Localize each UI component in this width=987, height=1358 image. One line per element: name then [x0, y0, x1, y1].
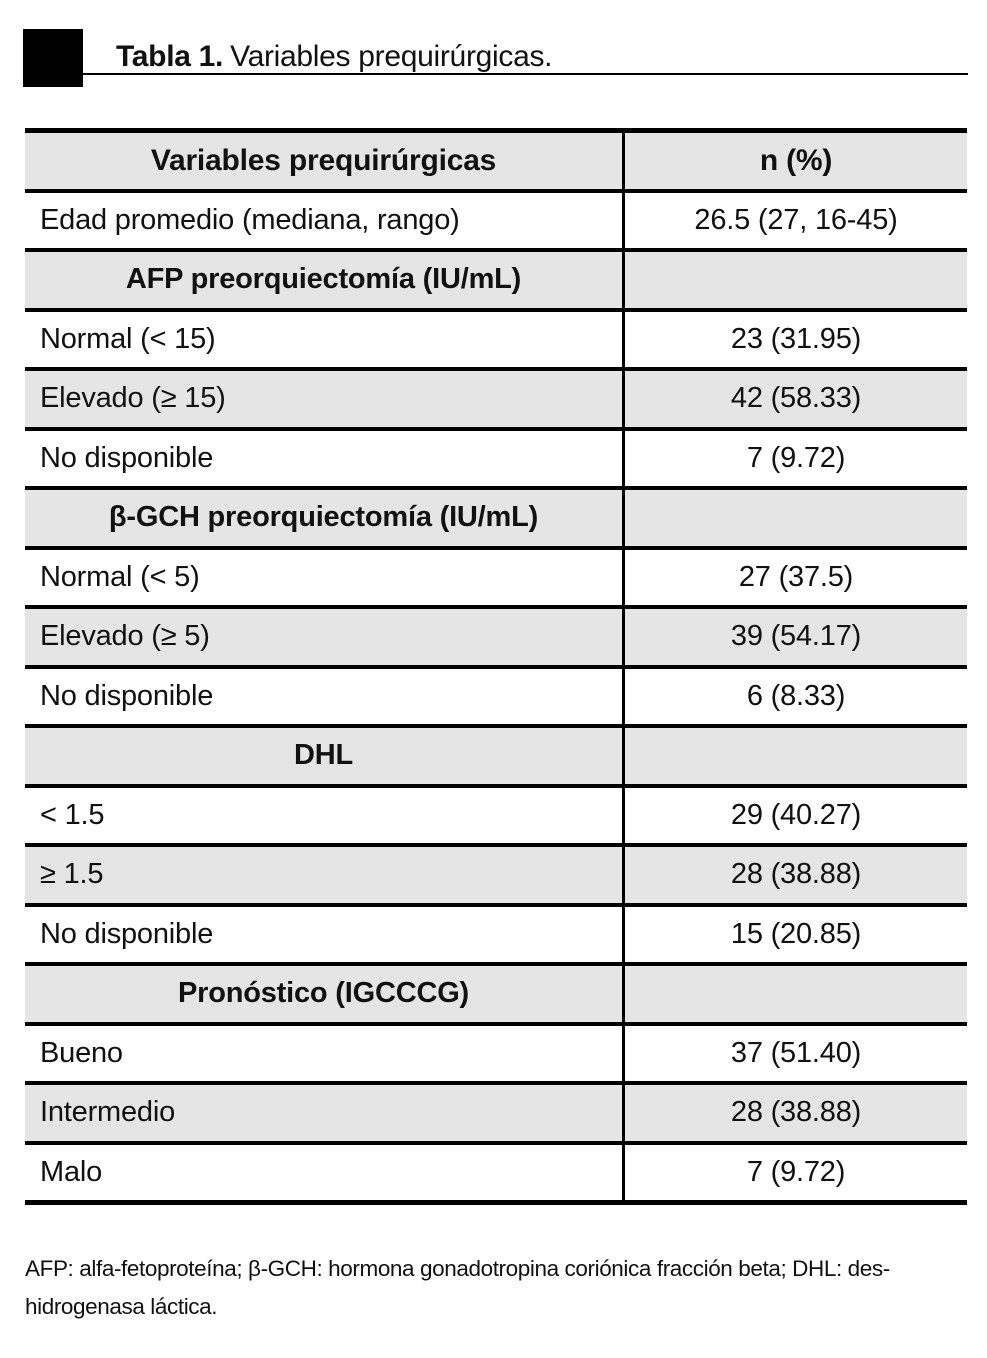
table-row: ≥ 1.5 28 (38.88) [25, 847, 967, 907]
row-label: Elevado (≥ 15) [25, 371, 625, 427]
table-row: Normal (< 5) 27 (37.5) [25, 549, 967, 609]
row-value: 7 (9.72) [746, 1155, 846, 1188]
row-value: 39 (54.17) [730, 620, 862, 653]
table-row: Malo 7 (9.72) [25, 1144, 967, 1200]
row-value: 15 (20.85) [730, 917, 862, 950]
section-label: AFP preorquiectomía (IU/mL) [25, 252, 625, 308]
section-label: β-GCH preorquiectomía (IU/mL) [25, 490, 625, 546]
title-rule [83, 73, 968, 75]
row-value [625, 966, 967, 1022]
row-value: 28 (38.88) [730, 1096, 862, 1129]
row-value: 27 (37.5) [738, 560, 854, 593]
row-value [625, 728, 967, 784]
row-value [625, 252, 967, 308]
row-value [625, 490, 967, 546]
prequirurgical-variables-table: Variables prequirúrgicas n (%) Edad prom… [25, 128, 967, 1205]
section-label: DHL [25, 728, 625, 784]
table-row: No disponible 7 (9.72) [25, 430, 967, 490]
table-title: Tabla 1. Variables prequirúrgicas. [116, 40, 553, 74]
section-label: Pronóstico (IGCCCG) [25, 966, 625, 1022]
row-value: 7 (9.72) [746, 441, 846, 474]
table-header-row: Variables prequirúrgicas n (%) [25, 133, 967, 193]
table-title-label: Tabla 1. [116, 40, 224, 73]
row-label: No disponible [25, 906, 625, 962]
table-row: Elevado (≥ 15) 42 (58.33) [25, 371, 967, 431]
row-value: 29 (40.27) [730, 798, 862, 831]
row-label: ≥ 1.5 [25, 847, 625, 903]
table-row: Normal (< 15) 23 (31.95) [25, 311, 967, 371]
section-row: AFP preorquiectomía (IU/mL) [25, 252, 967, 312]
footnote: AFP: alfa-fetoproteína; β-GCH: hormona g… [25, 1250, 890, 1326]
table-marker-square [23, 29, 83, 87]
row-value: 37 (51.40) [730, 1036, 862, 1069]
row-label: No disponible [25, 668, 625, 724]
row-label: No disponible [25, 430, 625, 486]
row-value: 26.5 (27, 16-45) [694, 203, 898, 236]
row-label: Normal (< 5) [25, 549, 625, 605]
row-label: Normal (< 15) [25, 311, 625, 367]
row-value: 23 (31.95) [730, 322, 862, 355]
table-row: No disponible 6 (8.33) [25, 668, 967, 728]
row-label: Intermedio [25, 1085, 625, 1141]
table-row: < 1.5 29 (40.27) [25, 787, 967, 847]
row-value: 28 (38.88) [730, 858, 862, 891]
column-header-variables: Variables prequirúrgicas [25, 133, 625, 189]
footnote-line-2: hidrogenasa láctica. [25, 1294, 218, 1319]
table-row: Bueno 37 (51.40) [25, 1025, 967, 1085]
table-row: No disponible 15 (20.85) [25, 906, 967, 966]
row-label: Elevado (≥ 5) [25, 609, 625, 665]
row-label: Malo [25, 1144, 625, 1200]
row-value: 6 (8.33) [746, 679, 846, 712]
section-row: β-GCH preorquiectomía (IU/mL) [25, 490, 967, 550]
row-value: 42 (58.33) [730, 382, 862, 415]
section-row: DHL [25, 728, 967, 788]
row-label: Bueno [25, 1025, 625, 1081]
section-row: Pronóstico (IGCCCG) [25, 966, 967, 1026]
table-row: Intermedio 28 (38.88) [25, 1085, 967, 1145]
column-header-n-percent: n (%) [759, 143, 833, 177]
row-label: < 1.5 [25, 787, 625, 843]
row-label: Edad promedio (mediana, rango) [25, 192, 625, 248]
table-row: Elevado (≥ 5) 39 (54.17) [25, 609, 967, 669]
footnote-line-1: AFP: alfa-fetoproteína; β-GCH: hormona g… [25, 1256, 890, 1281]
table-title-text: Variables prequirúrgicas. [230, 40, 553, 73]
table-row: Edad promedio (mediana, rango) 26.5 (27, … [25, 192, 967, 252]
